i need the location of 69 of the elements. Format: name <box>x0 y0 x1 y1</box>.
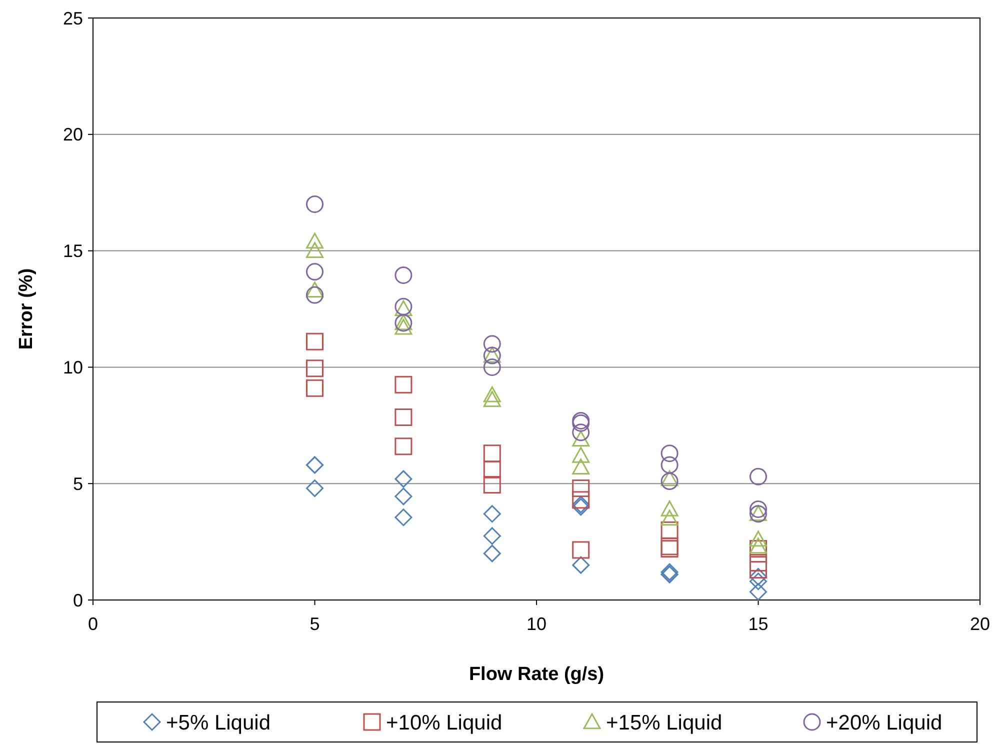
point <box>483 505 501 523</box>
y-axis-title: Error (%) <box>16 268 37 350</box>
point <box>660 472 678 490</box>
point <box>572 556 590 574</box>
point <box>750 500 767 518</box>
point <box>660 456 678 474</box>
point <box>394 438 412 456</box>
point <box>483 386 501 402</box>
point <box>483 335 501 353</box>
point <box>660 500 678 516</box>
point <box>483 476 501 494</box>
point <box>750 568 767 586</box>
y-tick-label: 10 <box>62 358 83 378</box>
y-tick-label: 5 <box>72 474 83 494</box>
point <box>306 379 324 397</box>
point <box>750 468 767 486</box>
point <box>750 583 767 601</box>
point <box>306 232 324 249</box>
point <box>306 242 324 258</box>
y-tick-label: 15 <box>62 241 83 262</box>
point <box>572 480 590 498</box>
legend-label: +15% Liquid <box>606 711 722 734</box>
point <box>394 470 412 488</box>
point <box>306 195 324 213</box>
y-tick-label: 0 <box>72 590 83 610</box>
x-tick-label: 20 <box>970 614 990 634</box>
point <box>394 508 412 526</box>
x-axis-title: Flow Rate (g/s) <box>468 664 604 685</box>
point <box>394 408 412 426</box>
point <box>750 540 767 558</box>
point <box>483 460 501 478</box>
point <box>572 491 590 509</box>
point <box>750 560 767 578</box>
y-tick-label: 20 <box>62 124 83 145</box>
point <box>750 572 767 590</box>
point <box>572 430 590 447</box>
point <box>483 391 501 407</box>
x-tick-label: 10 <box>526 614 547 634</box>
point <box>572 541 590 559</box>
point <box>572 424 590 442</box>
y-tick-label: 25 <box>62 8 83 28</box>
point <box>306 480 324 498</box>
point <box>394 318 412 335</box>
legend-label: +10% Liquid <box>386 711 502 734</box>
point <box>483 358 501 376</box>
point <box>750 530 767 547</box>
point <box>660 521 678 539</box>
legend-label: +20% Liquid <box>826 711 942 734</box>
point <box>660 470 678 486</box>
point <box>306 332 324 350</box>
point <box>306 263 324 280</box>
x-tick-label: 0 <box>88 614 98 634</box>
legend-label: +5% Liquid <box>166 711 270 734</box>
point <box>394 376 412 394</box>
point <box>306 282 324 298</box>
x-tick-label: 5 <box>310 614 320 634</box>
point <box>660 444 678 462</box>
point <box>306 360 324 378</box>
point <box>660 510 678 526</box>
point <box>306 286 324 304</box>
point <box>483 444 501 462</box>
point <box>394 266 412 284</box>
point <box>394 488 412 506</box>
point <box>572 458 590 474</box>
point <box>750 538 767 554</box>
point <box>483 527 501 545</box>
x-tick-label: 15 <box>748 614 768 634</box>
point <box>572 446 590 463</box>
point <box>483 544 501 562</box>
